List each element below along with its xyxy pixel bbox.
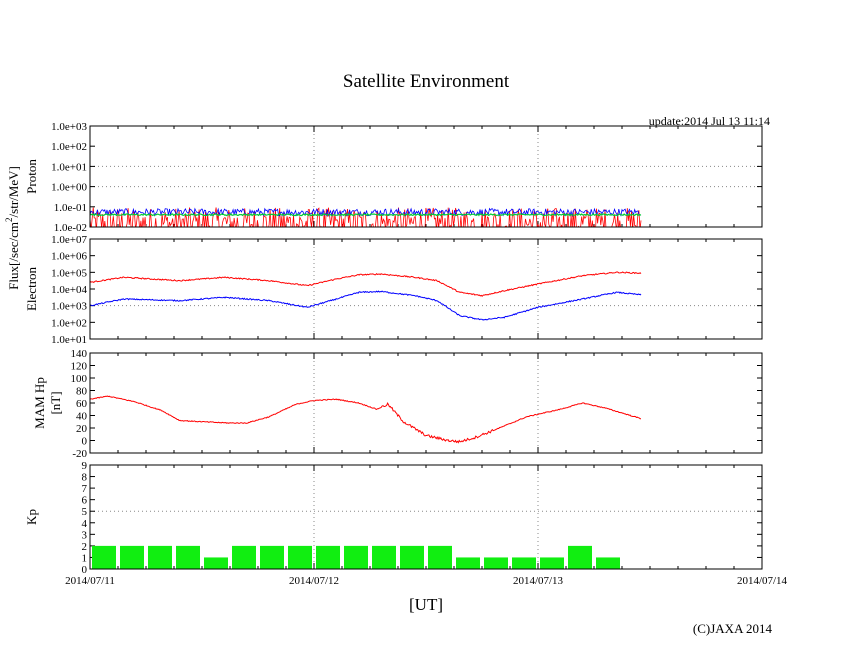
kp-bar <box>92 545 116 569</box>
y-tick-label: 1.0e+07 <box>51 234 87 246</box>
kp-bar <box>260 545 284 569</box>
kp-bar <box>568 545 592 569</box>
kp-bar <box>372 545 396 569</box>
update-timestamp: update:2014 Jul 13 11:14 <box>649 114 770 128</box>
panel-ylabel: MAM Hp <box>32 377 47 429</box>
kp-bar <box>176 545 200 569</box>
y-tick-label: 1.0e+03 <box>51 301 87 313</box>
kp-bar <box>400 545 424 569</box>
kp-bar <box>204 557 228 569</box>
y-tick-label: 1.0e+06 <box>51 251 87 263</box>
panel-plot-area <box>90 395 641 444</box>
x-tick-label: 2014/07/12 <box>289 575 339 587</box>
panel-electron: 1.0e+01 1.0e+02 1.0e+03 1.0e+04 1.0e+05 1.0e+… <box>24 234 763 346</box>
y-tick-label: 2 <box>82 541 88 553</box>
y-tick-label: 120 <box>71 361 88 373</box>
panel-ylabel: Proton <box>24 159 39 194</box>
y-tick-label: 1.0e+03 <box>51 121 87 133</box>
panel-plot-area <box>90 271 642 321</box>
chart-title: Satellite Environment <box>343 71 510 92</box>
panel-ylabel: Electron <box>24 266 39 311</box>
kp-bar <box>484 557 508 569</box>
panel-ylabel-unit: [nT] <box>48 391 63 414</box>
y-tick-label: 1.0e-02 <box>54 222 87 234</box>
y-tick-label: 9 <box>82 460 88 472</box>
panel-frame <box>89 464 763 570</box>
y-tick-label: 80 <box>76 386 88 398</box>
kp-bar <box>120 545 144 569</box>
x-tick-label: 2014/07/14 <box>737 575 788 587</box>
kp-bar <box>148 545 172 569</box>
y-tick-label: 140 <box>71 348 88 360</box>
kp-bar <box>596 557 620 569</box>
panel-ylabel: Kp <box>24 509 39 525</box>
shared-flux-axis-label: Flux[/sec/cm2/str/MeV] <box>4 166 21 290</box>
shared-flux-axis-tail: /str/MeV] <box>6 166 21 217</box>
y-tick-label: 1.0e+02 <box>51 317 87 329</box>
y-tick-label: 3 <box>82 529 88 541</box>
y-tick-label: 1.0e+01 <box>51 334 87 346</box>
y-tick-label: 8 <box>82 472 88 484</box>
x-tick-label: 2014/07/13 <box>513 575 564 587</box>
y-tick-label: 7 <box>82 483 88 495</box>
kp-bar <box>456 557 480 569</box>
y-tick-label: 40 <box>76 411 88 423</box>
y-tick-label: 6 <box>82 495 88 507</box>
panel-frame <box>89 125 763 228</box>
kp-bar <box>540 557 564 569</box>
panel-plot-area <box>92 545 620 569</box>
y-tick-label: 1 <box>82 552 88 564</box>
y-tick-label: 1.0e+04 <box>51 284 87 296</box>
y-tick-label: 1.0e+02 <box>51 141 87 153</box>
y-tick-label: 60 <box>76 398 88 410</box>
series-line-electron-low-energy <box>90 290 642 321</box>
y-tick-label: 0 <box>82 436 88 448</box>
y-tick-label: 1.0e+00 <box>51 182 87 194</box>
y-tick-label: 1.0e+05 <box>51 267 87 279</box>
y-tick-label: 20 <box>76 423 88 435</box>
series-line-electron-high-energy <box>90 271 642 297</box>
kp-bar <box>344 545 368 569</box>
y-tick-label: 1.0e+01 <box>51 161 87 173</box>
kp-bar <box>288 545 312 569</box>
kp-bar <box>232 545 256 569</box>
panel-proton: 1.0e-02 1.0e-01 1.0e+00 1.0e+01 1.0e+02 1.0e+… <box>24 121 763 234</box>
y-tick-label: 4 <box>82 518 88 530</box>
y-tick-label: 100 <box>71 373 88 385</box>
copyright-text: (C)JAXA 2014 <box>693 621 773 636</box>
panel-frame <box>89 352 763 454</box>
kp-bar <box>512 557 536 569</box>
x-axis-label: [UT] <box>409 595 443 614</box>
y-tick-label: 5 <box>82 506 88 518</box>
y-tick-label: 1.0e-01 <box>54 202 87 214</box>
y-tick-label: -20 <box>72 448 87 460</box>
panel-plot-area <box>90 207 642 227</box>
x-tick-label: 2014/07/11 <box>65 575 115 587</box>
series-line-proton-high <box>90 212 642 217</box>
kp-bar <box>428 545 452 569</box>
panel-frame <box>89 238 763 340</box>
series-line-hp <box>90 395 641 444</box>
y-tick-label: 0 <box>82 564 88 576</box>
kp-bar <box>316 545 340 569</box>
shared-flux-axis-superscript: 2 <box>4 217 14 222</box>
